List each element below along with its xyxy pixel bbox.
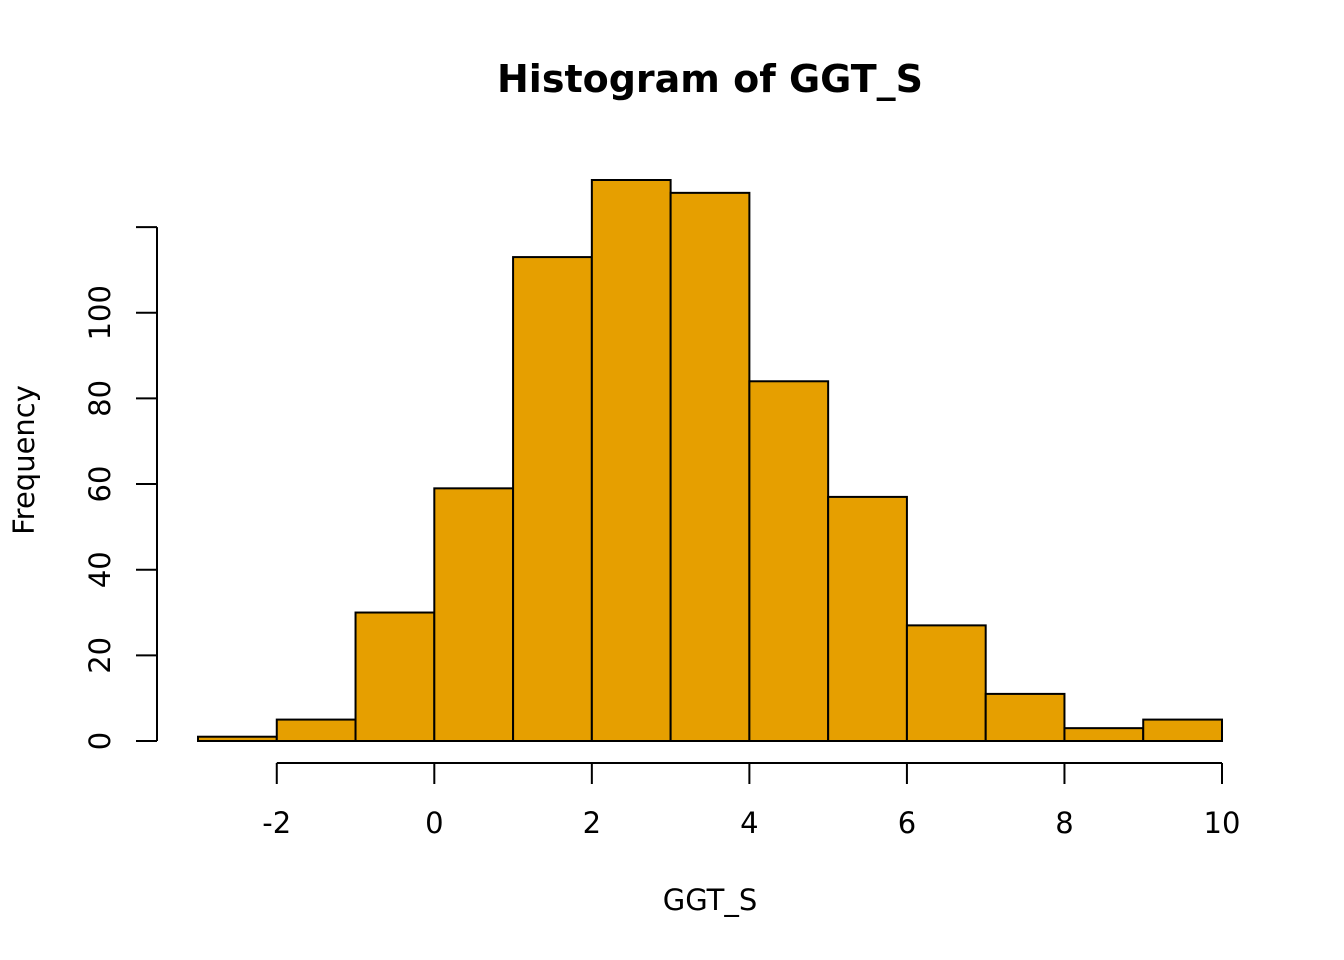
histogram-bar <box>905 624 987 742</box>
x-tick-label: 10 <box>1204 806 1241 840</box>
y-tick-label: 40 <box>83 551 117 588</box>
x-tick-label: 8 <box>1055 806 1073 840</box>
x-tick-label: 0 <box>425 806 443 840</box>
bars-group <box>197 179 1223 743</box>
histogram-bar <box>1142 718 1223 742</box>
x-tick-label: -2 <box>262 806 291 840</box>
x-axis: -2 0 2 4 6 8 10 <box>262 762 1241 840</box>
histogram-bar <box>1063 727 1145 742</box>
histogram-bar <box>512 256 593 742</box>
x-tick-label: 2 <box>583 806 601 840</box>
y-tick-label: 80 <box>83 380 117 417</box>
histogram-bar <box>354 611 436 743</box>
y-axis: 0 20 40 60 80 100 <box>83 226 158 750</box>
histogram-bar <box>275 718 357 742</box>
x-tick-label: 4 <box>740 806 758 840</box>
histogram-bar <box>827 495 908 742</box>
histogram-bar <box>590 179 672 742</box>
histogram-bar <box>669 191 751 742</box>
histogram-bar <box>197 735 278 742</box>
histogram-bar <box>433 487 515 742</box>
y-axis-label: Frequency <box>7 385 41 535</box>
x-axis-label: GGT_S <box>663 883 758 917</box>
y-tick-label: 20 <box>83 637 117 674</box>
y-tick-label: 0 <box>83 732 117 750</box>
chart-title: Histogram of GGT_S <box>497 57 923 101</box>
histogram-bar <box>984 692 1066 742</box>
histogram-bar <box>748 380 830 742</box>
y-tick-label: 100 <box>83 285 117 340</box>
x-tick-label: 6 <box>898 806 916 840</box>
y-tick-label: 60 <box>83 466 117 503</box>
